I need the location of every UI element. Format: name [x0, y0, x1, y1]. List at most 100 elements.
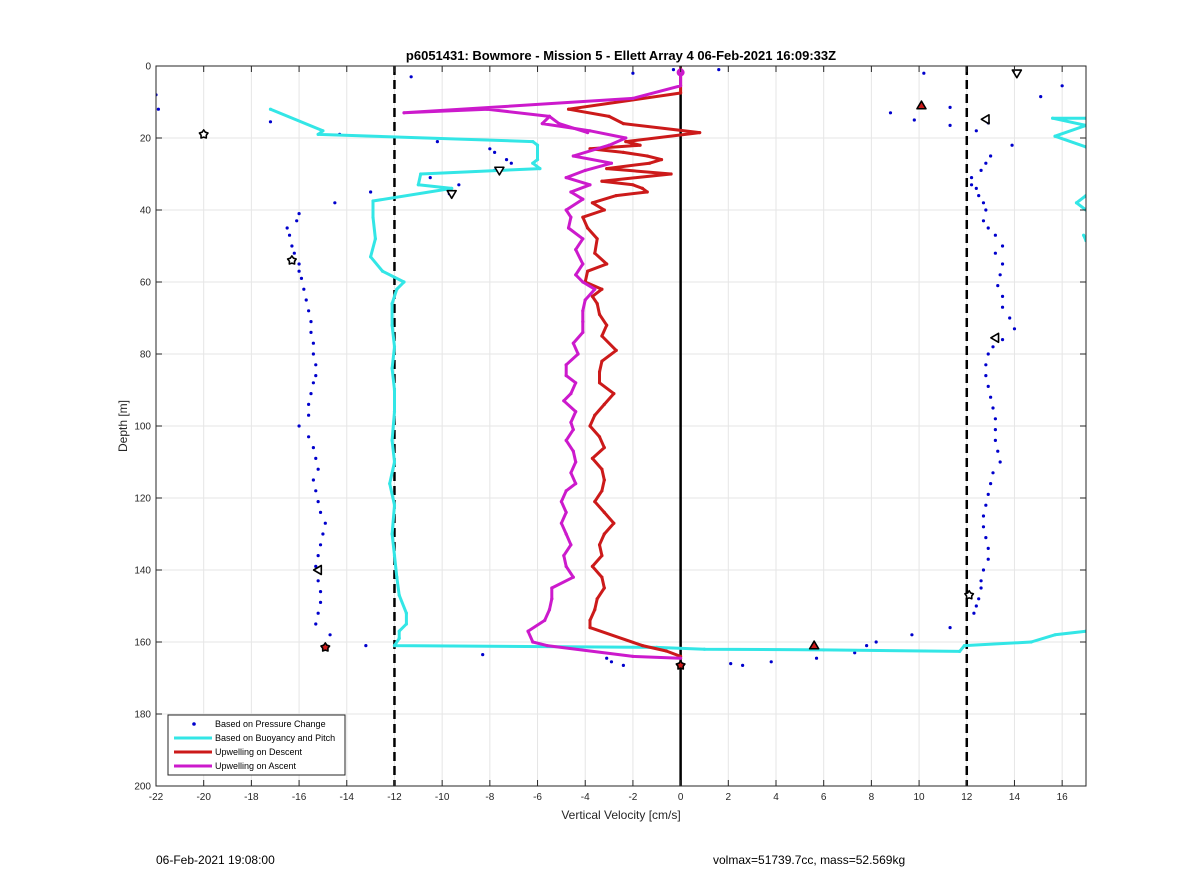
series-point-based-on-pressure-change [1000, 338, 1005, 342]
series-point-upwelling-on-ascent [581, 320, 585, 324]
series-point-upwelling-on-descent [600, 467, 604, 471]
series-point-based-on-pressure-change [986, 492, 990, 496]
series-point-upwelling-on-descent [679, 91, 683, 95]
series-point-based-on-pressure-change [996, 449, 1000, 453]
series-point-based-on-pressure-change [986, 352, 990, 356]
series-point-upwelling-on-descent [624, 140, 628, 144]
series-point-based-on-buoyancy-and-pitch [395, 287, 399, 291]
series-point-based-on-pressure-change [316, 611, 320, 615]
series-point-based-on-buoyancy-and-pitch [1029, 640, 1033, 644]
x-tick-label: 12 [961, 792, 973, 803]
series-point-based-on-pressure-change [1000, 305, 1005, 309]
x-tick-label: -4 [581, 792, 590, 803]
series-point-based-on-pressure-change [369, 190, 373, 194]
series-point-upwelling-on-ascent [557, 122, 561, 126]
x-axis-label: Vertical Velocity [cm/s] [561, 808, 680, 822]
series-point-upwelling-on-ascent [588, 129, 592, 133]
series-point-based-on-pressure-change [1008, 316, 1012, 320]
series-point-upwelling-on-ascent [547, 608, 552, 612]
series-point-upwelling-on-ascent [566, 226, 571, 230]
marker-star [320, 642, 331, 652]
series-point-based-on-pressure-change [302, 287, 306, 291]
series-point-upwelling-on-ascent [569, 543, 573, 547]
series-point-upwelling-on-descent [659, 158, 664, 162]
series-point-based-on-pressure-change [729, 662, 733, 666]
series-point-based-on-buoyancy-and-pitch [1053, 134, 1057, 138]
series-point-based-on-pressure-change [295, 219, 299, 223]
series-point-based-on-buoyancy-and-pitch [371, 199, 375, 203]
series-point-based-on-pressure-change [981, 219, 986, 223]
series-point-based-on-buoyancy-and-pitch [397, 593, 401, 597]
series-point-based-on-pressure-change [307, 309, 311, 313]
series-point-based-on-pressure-change [311, 381, 315, 385]
series-point-upwelling-on-descent [640, 186, 645, 190]
series-point-based-on-pressure-change [814, 656, 819, 660]
series-point-based-on-pressure-change [488, 147, 492, 151]
series-point-based-on-pressure-change [981, 525, 986, 529]
series-point-upwelling-on-ascent [574, 482, 578, 486]
series-point-based-on-pressure-change [509, 161, 513, 165]
series-point-upwelling-on-descent [602, 478, 606, 482]
series-point-upwelling-on-ascent [564, 489, 568, 493]
series-point-based-on-pressure-change [922, 71, 926, 75]
series-point-upwelling-on-ascent [576, 352, 580, 356]
y-tick-label: 80 [140, 350, 152, 361]
series-point-based-on-pressure-change [314, 489, 318, 493]
series-point-upwelling-on-descent [597, 312, 602, 316]
series-point-based-on-pressure-change [991, 471, 995, 475]
series-point-based-on-pressure-change [311, 352, 315, 356]
series-point-based-on-pressure-change [309, 392, 313, 396]
marker-star [286, 255, 297, 265]
series-point-upwelling-on-ascent [543, 618, 547, 623]
series-point-based-on-pressure-change [631, 71, 635, 75]
marker-triangle-left [990, 332, 1000, 344]
series-point-based-on-buoyancy-and-pitch [404, 611, 408, 615]
series-point-based-on-pressure-change [314, 564, 318, 569]
series-point-based-on-buoyancy-and-pitch [392, 460, 397, 464]
series-point-upwelling-on-ascent [564, 208, 568, 212]
series-point-upwelling-on-ascent [581, 309, 585, 313]
series-point-based-on-buoyancy-and-pitch [962, 644, 966, 648]
series-point-based-on-pressure-change [605, 656, 609, 660]
series-point-based-on-pressure-change [1012, 327, 1017, 331]
marker-star [964, 589, 975, 600]
series-point-upwelling-on-ascent [571, 575, 575, 579]
series-point-based-on-pressure-change [969, 176, 974, 180]
series-point-upwelling-on-ascent [679, 656, 683, 660]
series-point-based-on-pressure-change [979, 586, 983, 590]
series-point-based-on-buoyancy-and-pitch [702, 647, 707, 651]
series-point-upwelling-on-ascent [550, 597, 554, 601]
series-point-based-on-pressure-change [292, 251, 296, 255]
series-line-based-on-buoyancy-and-pitch [1051, 116, 1086, 149]
series-point-based-on-pressure-change [307, 413, 311, 417]
series-point-based-on-buoyancy-and-pitch [538, 167, 542, 171]
series-point-based-on-pressure-change [984, 208, 988, 212]
series-point-upwelling-on-descent [602, 208, 606, 212]
series-point-based-on-pressure-change [481, 653, 485, 657]
series-point-based-on-pressure-change [268, 120, 273, 124]
series-point-based-on-buoyancy-and-pitch [402, 280, 406, 284]
series-point-upwelling-on-descent [597, 435, 602, 439]
series-point-based-on-buoyancy-and-pitch [371, 215, 375, 219]
series-point-based-on-pressure-change [993, 233, 997, 237]
series-point-upwelling-on-ascent [574, 410, 578, 414]
series-point-based-on-pressure-change [318, 543, 323, 547]
series-point-upwelling-on-descent [602, 586, 606, 590]
series-point-upwelling-on-descent [593, 608, 597, 612]
series-point-based-on-buoyancy-and-pitch [388, 482, 392, 486]
series-point-based-on-pressure-change [314, 622, 318, 626]
legend-label: Based on Buoyancy and Pitch [215, 733, 335, 743]
series-point-upwelling-on-ascent [402, 111, 406, 115]
series-point-based-on-pressure-change [948, 626, 952, 630]
series-point-based-on-pressure-change [316, 554, 320, 558]
series-point-based-on-pressure-change [991, 406, 995, 410]
x-tick-label: -20 [196, 792, 211, 803]
y-axis-label: Depth [m] [116, 400, 130, 452]
series-point-upwelling-on-ascent [559, 521, 563, 525]
series-point-upwelling-on-descent [597, 381, 602, 385]
series-point-upwelling-on-ascent [631, 96, 635, 100]
series-point-based-on-pressure-change [948, 105, 952, 109]
series-point-upwelling-on-ascent [569, 190, 573, 194]
x-tick-label: 10 [914, 792, 926, 803]
series-point-upwelling-on-ascent [531, 640, 535, 644]
